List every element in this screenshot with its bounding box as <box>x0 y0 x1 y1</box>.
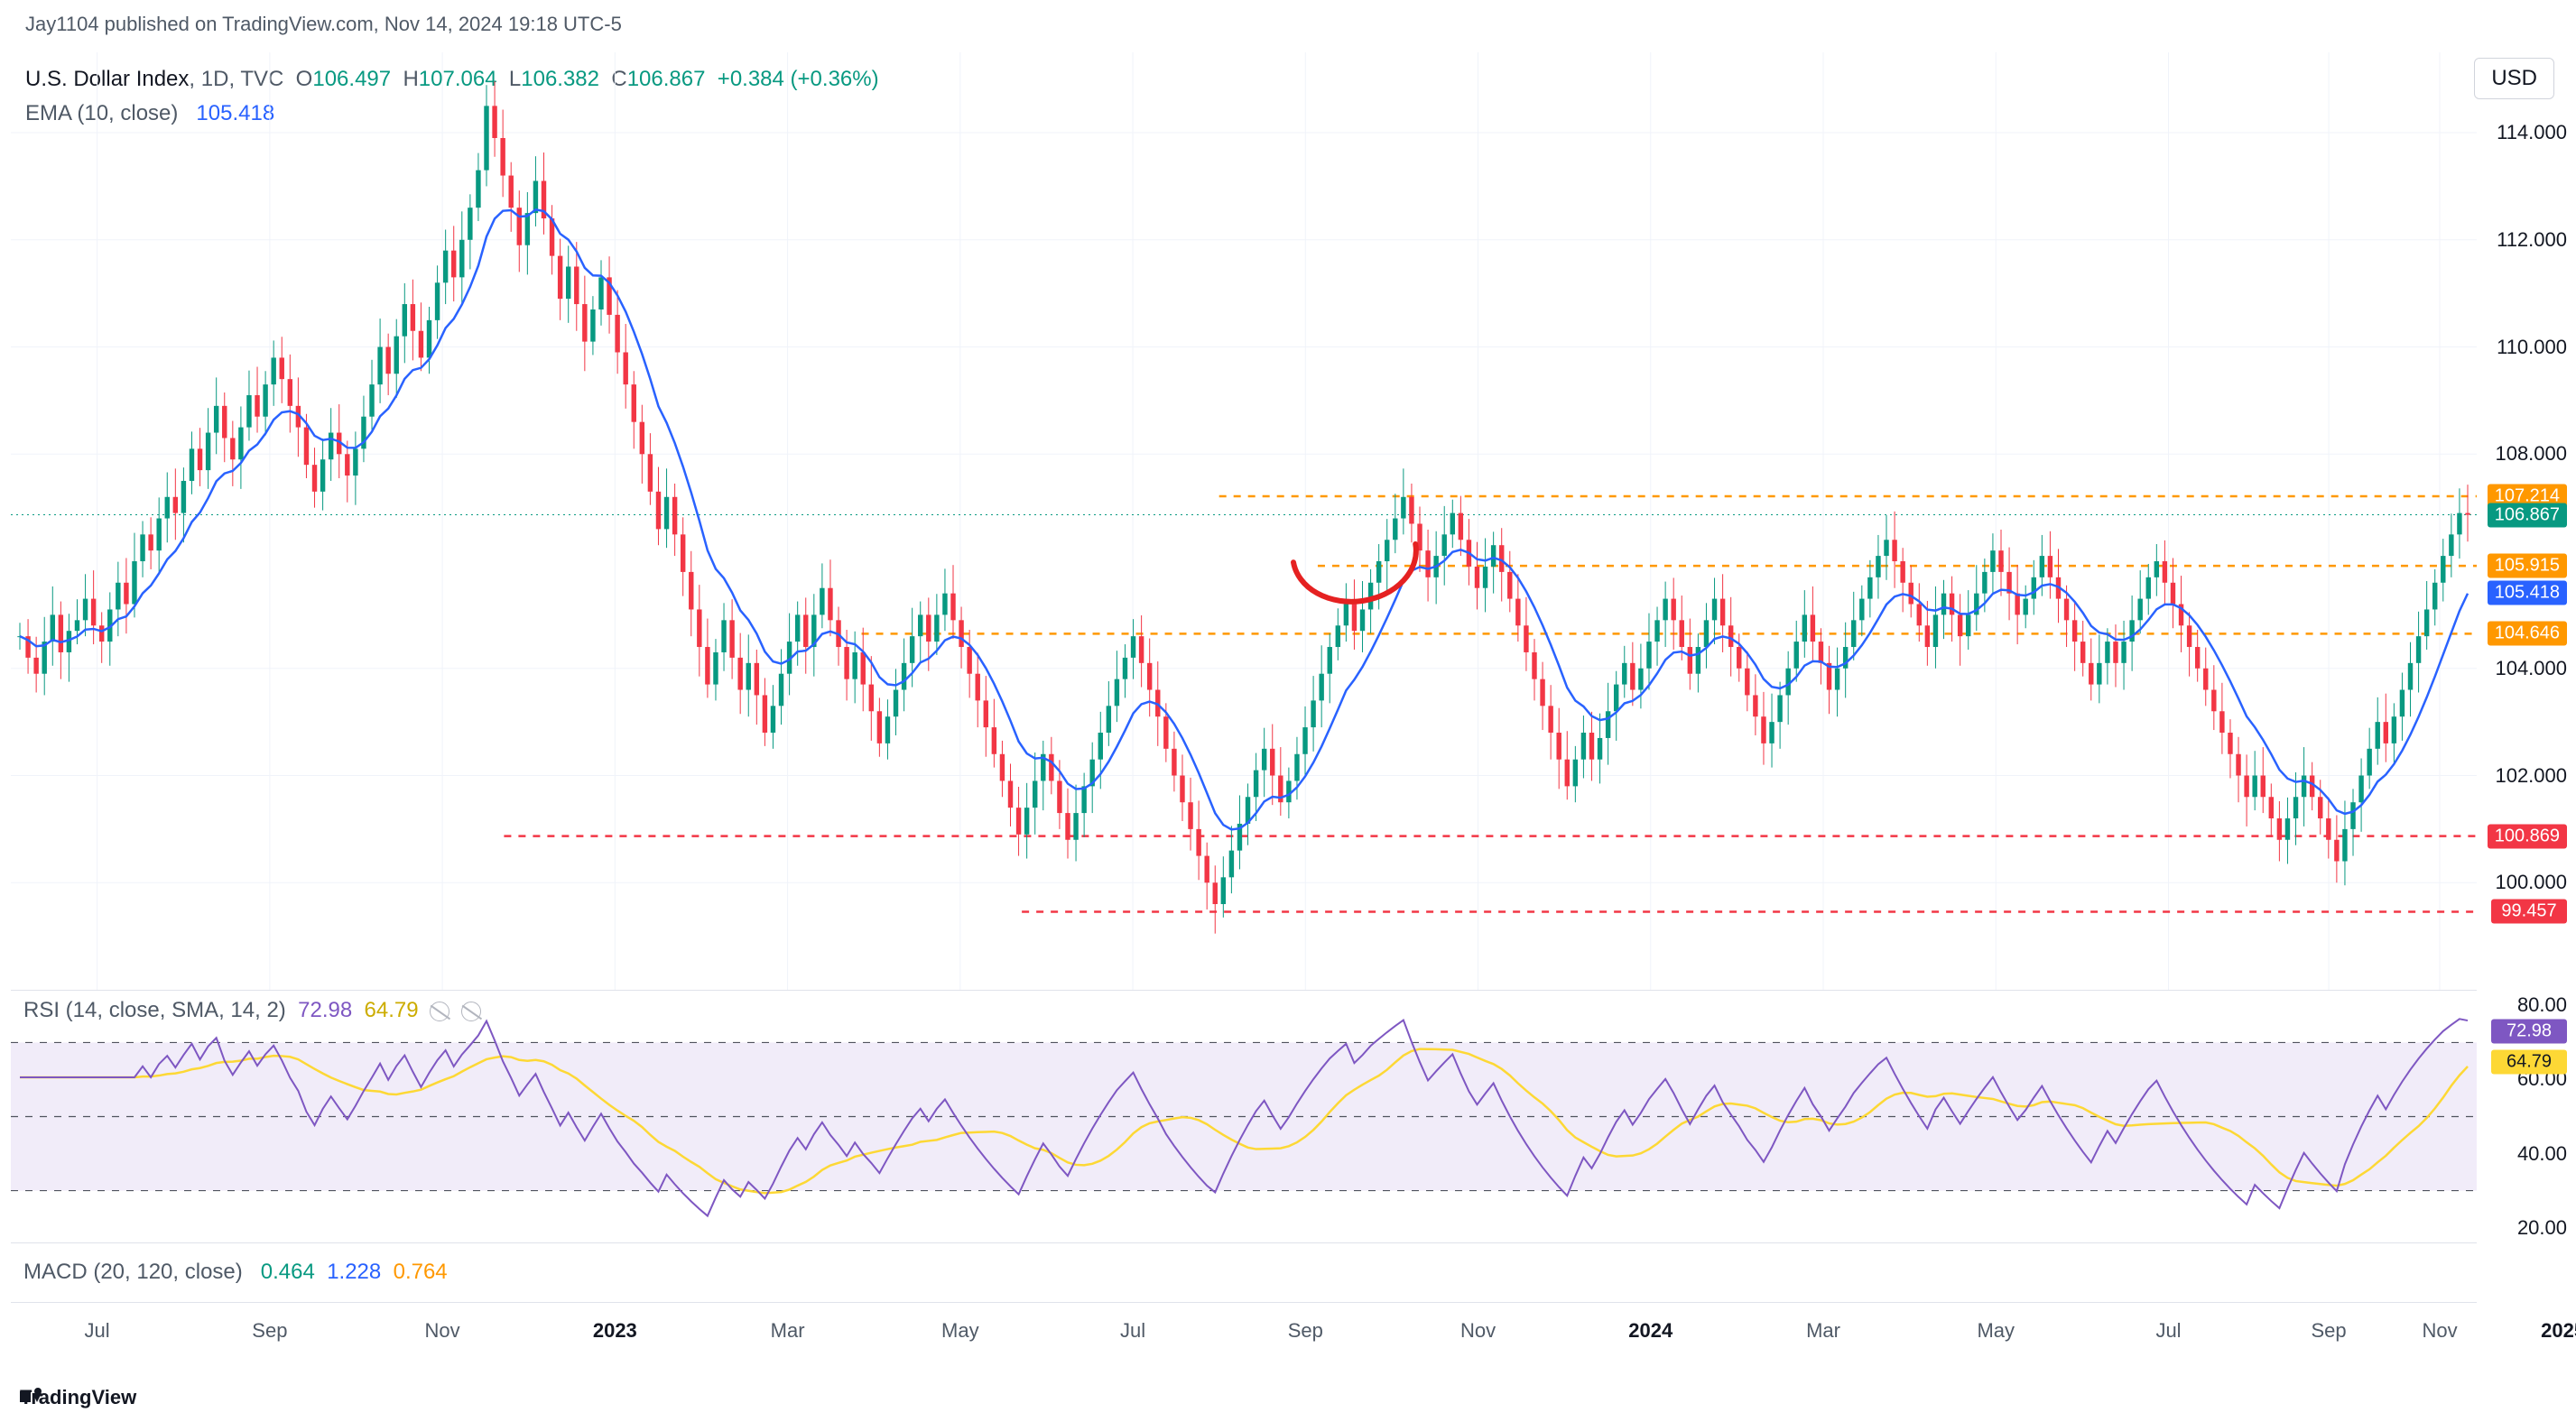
tradingview-logo[interactable]: TradingView <box>20 1386 136 1409</box>
time-axis-tick: Sep <box>252 1319 287 1343</box>
main-price-pane[interactable]: 100.000102.000104.000108.000110.000112.0… <box>11 52 2477 991</box>
y-axis-tick: 108.000 <box>2495 442 2567 466</box>
rsi-y-tick: 40.00 <box>2517 1142 2567 1166</box>
time-axis-tick: 2024 <box>1628 1319 1673 1343</box>
time-axis-tick: Mar <box>771 1319 805 1343</box>
time-axis-tick: May <box>1977 1319 2015 1343</box>
time-axis-tick: Jul <box>2155 1319 2181 1343</box>
time-axis-tick: Jul <box>1120 1319 1145 1343</box>
time-axis-tick: 2023 <box>593 1319 637 1343</box>
rsi-tag: 64.79 <box>2491 1049 2567 1074</box>
rsi-y-tick: 80.00 <box>2517 993 2567 1017</box>
y-axis-tick: 102.000 <box>2495 764 2567 788</box>
y-axis-tick: 112.000 <box>2497 228 2567 252</box>
time-axis-tick: Jul <box>85 1319 110 1343</box>
price-tag: 105.915 <box>2488 554 2567 578</box>
time-axis-tick: Nov <box>1460 1319 1496 1343</box>
macd-label-row: MACD (20, 120, close) 0.464 1.228 0.764 <box>23 1260 448 1285</box>
rsi-tag: 72.98 <box>2491 1020 2567 1044</box>
price-tag: 105.418 <box>2488 580 2567 605</box>
macd-title[interactable]: MACD (20, 120, close) <box>23 1260 243 1284</box>
price-tag: 106.867 <box>2488 503 2567 527</box>
time-axis-tick: Sep <box>1288 1319 1323 1343</box>
macd-v1: 0.464 <box>261 1260 315 1284</box>
price-tag: 100.869 <box>2488 824 2567 848</box>
y-axis-tick: 104.000 <box>2495 657 2567 680</box>
time-axis-tick: May <box>941 1319 979 1343</box>
macd-v3: 0.764 <box>394 1260 448 1284</box>
time-axis-tick: Nov <box>425 1319 460 1343</box>
price-tag: 99.457 <box>2491 900 2567 924</box>
time-axis-tick: Mar <box>1806 1319 1840 1343</box>
currency-button[interactable]: USD <box>2474 58 2554 99</box>
price-tag: 104.646 <box>2488 622 2567 646</box>
y-axis-tick: 114.000 <box>2497 121 2567 144</box>
y-axis-tick: 100.000 <box>2495 871 2567 894</box>
time-axis-tick: Sep <box>2312 1319 2347 1343</box>
y-axis-tick: 110.000 <box>2497 336 2567 359</box>
macd-pane[interactable]: MACD (20, 120, close) 0.464 1.228 0.764 <box>11 1243 2477 1303</box>
tv-logo-icon <box>20 1386 45 1406</box>
publisher-line: Jay1104 published on TradingView.com, No… <box>25 13 622 36</box>
macd-v2: 1.228 <box>327 1260 381 1284</box>
time-axis-tick: Nov <box>2422 1319 2457 1343</box>
rsi-y-tick: 20.00 <box>2517 1216 2567 1240</box>
time-axis[interactable]: Jul Sep Nov 2023 Mar May Jul Sep Nov 2024 Mar May Ju… <box>11 1303 2477 1362</box>
rsi-pane[interactable]: RSI (14, close, SMA, 14, 2) 72.98 64.79 … <box>11 991 2477 1243</box>
time-axis-tick: 2025 <box>2541 1319 2576 1343</box>
